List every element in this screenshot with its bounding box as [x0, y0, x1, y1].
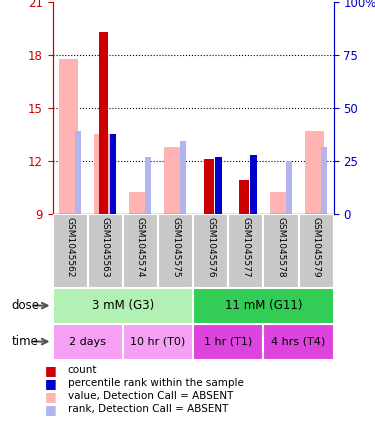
Text: GSM1045579: GSM1045579 [312, 217, 321, 277]
Bar [53, 214, 88, 288]
Bar [251, 156, 257, 214]
Bar [215, 157, 222, 214]
Bar [193, 324, 263, 360]
Bar [228, 214, 263, 288]
Text: rank, Detection Call = ABSENT: rank, Detection Call = ABSENT [68, 404, 228, 415]
Text: GSM1045576: GSM1045576 [206, 217, 215, 277]
Bar [158, 214, 193, 288]
Bar [99, 32, 108, 214]
Bar [88, 214, 123, 288]
Bar [286, 161, 292, 214]
Text: percentile rank within the sample: percentile rank within the sample [68, 378, 243, 388]
Bar [123, 324, 193, 360]
Bar [239, 180, 249, 214]
Text: ■: ■ [45, 377, 57, 390]
Bar [145, 157, 151, 214]
Bar [204, 159, 214, 214]
Bar [270, 192, 289, 214]
Bar [321, 147, 327, 214]
Text: count: count [68, 365, 97, 375]
Bar [58, 58, 78, 214]
Text: ■: ■ [45, 403, 57, 416]
Bar [298, 214, 334, 288]
Text: GSM1045574: GSM1045574 [136, 217, 145, 277]
Text: GSM1045577: GSM1045577 [242, 217, 250, 277]
Bar [75, 131, 81, 214]
Text: 11 mM (G11): 11 mM (G11) [225, 299, 302, 312]
Bar [129, 192, 148, 214]
Bar [123, 214, 158, 288]
Bar [53, 288, 193, 324]
Bar [94, 135, 113, 214]
Text: 10 hr (T0): 10 hr (T0) [130, 337, 186, 346]
Bar [53, 324, 123, 360]
Text: ■: ■ [45, 390, 57, 403]
Bar [180, 141, 186, 214]
Text: time: time [11, 335, 38, 348]
Text: 1 hr (T1): 1 hr (T1) [204, 337, 252, 346]
Text: 3 mM (G3): 3 mM (G3) [92, 299, 154, 312]
Text: GSM1045563: GSM1045563 [101, 217, 110, 277]
Text: 2 days: 2 days [69, 337, 106, 346]
Bar [193, 288, 334, 324]
Bar [305, 131, 324, 214]
Bar [110, 135, 116, 214]
Text: GSM1045575: GSM1045575 [171, 217, 180, 277]
Text: GSM1045578: GSM1045578 [276, 217, 285, 277]
Text: GSM1045562: GSM1045562 [66, 217, 75, 277]
Bar [164, 147, 183, 214]
Bar [263, 214, 298, 288]
Text: dose: dose [11, 299, 39, 312]
Bar [263, 324, 334, 360]
Text: ■: ■ [45, 364, 57, 376]
Text: value, Detection Call = ABSENT: value, Detection Call = ABSENT [68, 391, 233, 401]
Text: 4 hrs (T4): 4 hrs (T4) [272, 337, 326, 346]
Bar [193, 214, 228, 288]
